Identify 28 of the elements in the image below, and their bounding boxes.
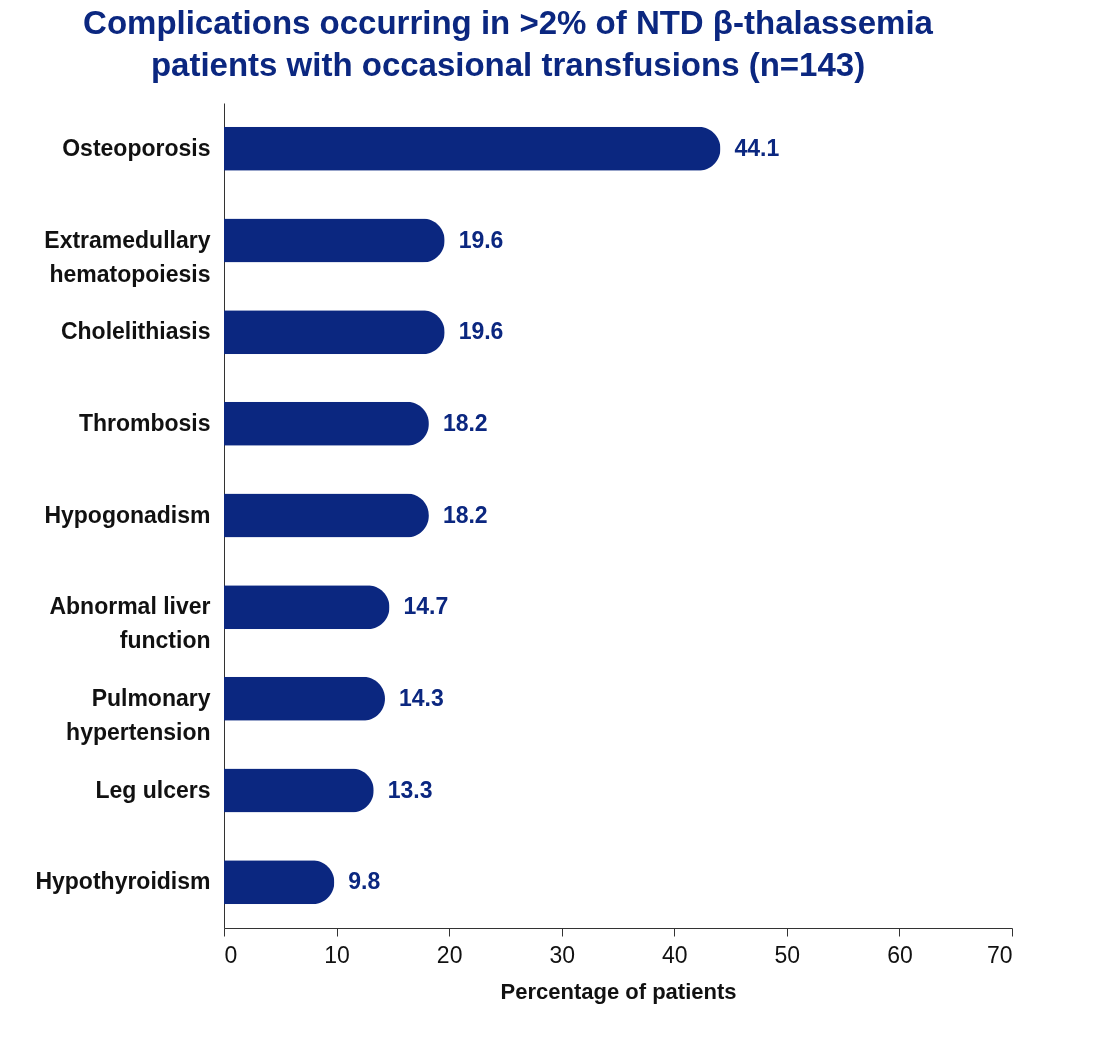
x-tick-label: 50 xyxy=(774,941,801,968)
y-tick-label: Abnormal liver function xyxy=(49,593,211,654)
y-tick-label: Hypothyroidism xyxy=(35,868,211,895)
y-tick-label: Cholelithiasis xyxy=(60,318,211,345)
y-tick-label: Pulmonary hypertension xyxy=(66,684,211,745)
y-tick-label: Osteoporosis xyxy=(62,134,211,161)
x-tick-label: 70 xyxy=(986,941,1013,968)
y-tick-label: Hypogonadism xyxy=(44,501,211,528)
data-label: 19.6 xyxy=(458,318,504,345)
x-tick-label: 10 xyxy=(324,941,350,968)
y-tick-label: Extramedullary hematopoiesis xyxy=(44,226,211,287)
data-label: 18.2 xyxy=(442,409,488,436)
x-tick-label: 30 xyxy=(549,941,576,968)
x-tick-label: 60 xyxy=(887,941,913,968)
x-tick-label: 0 xyxy=(224,941,238,968)
data-label: 14.7 xyxy=(403,593,449,620)
data-label: 13.3 xyxy=(387,776,433,803)
x-axis-title: Percentage of patients xyxy=(500,978,737,1004)
data-label: 44.1 xyxy=(734,134,780,161)
data-label: 14.3 xyxy=(398,684,444,711)
y-tick-label: Thrombosis xyxy=(78,409,211,436)
y-tick-label: Leg ulcers xyxy=(95,776,211,803)
data-label: 9.8 xyxy=(348,868,381,895)
chart-title: Complications occurring in >2% of NTD β-thalassemia patients with occasional transfusions (n=143) xyxy=(83,4,934,83)
data-label: 18.2 xyxy=(442,501,488,528)
x-tick-label: 20 xyxy=(436,941,463,968)
data-label: 19.6 xyxy=(458,226,504,253)
x-tick-label: 40 xyxy=(661,941,688,968)
